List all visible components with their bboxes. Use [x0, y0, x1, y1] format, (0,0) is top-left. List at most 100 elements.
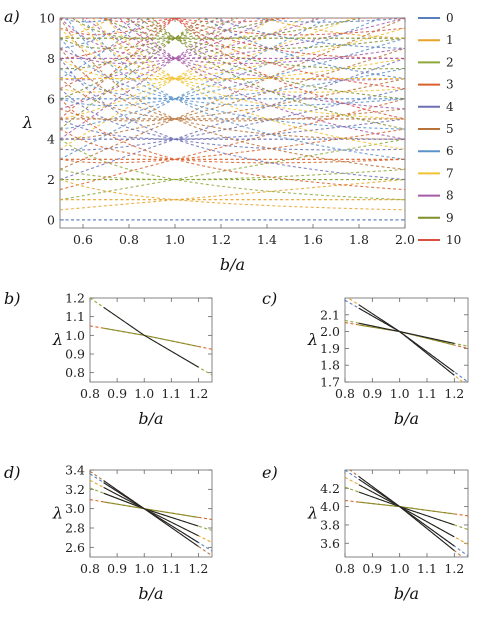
y-axis-label: λ: [307, 504, 318, 523]
series-line: [358, 307, 455, 373]
series-line: [103, 306, 199, 368]
legend-label: 10: [446, 233, 461, 247]
y-tick-label: 2: [47, 172, 55, 187]
legend-label: 5: [446, 122, 454, 136]
eigen-curve: [104, 18, 405, 81]
plot-frame: [344, 297, 469, 383]
x-axis-label: b/a: [138, 409, 163, 428]
eigen-curve: [60, 0, 405, 6]
y-tick-label: 1.0: [65, 328, 85, 343]
y-tick-label: 1.9: [320, 341, 340, 356]
eigen-curve: [60, 18, 151, 80]
series-line: [358, 491, 455, 526]
legend-label: 4: [446, 100, 454, 114]
series-line: [358, 324, 455, 346]
x-axis-label: b/a: [220, 255, 245, 274]
y-tick-label: 2.0: [320, 324, 340, 339]
x-tick-label: 0.8: [119, 232, 139, 247]
eigen-curve: [60, 18, 142, 49]
eigen-curve: [97, 18, 178, 23]
x-tick-label: 1.1: [161, 561, 181, 576]
x-tick-label: 1.2: [188, 561, 208, 576]
eigen-curve: [138, 18, 405, 70]
legend-label: 1: [446, 33, 454, 47]
eigen-curve: [60, 178, 405, 211]
x-tick-label: 0.8: [80, 386, 100, 401]
x-tick-label: 0.9: [107, 386, 127, 401]
series-dashed: [345, 322, 468, 349]
series-group: [90, 298, 212, 376]
eigen-curve: [60, 18, 405, 59]
y-tick-label: 6: [47, 91, 55, 106]
y-axis-label: λ: [307, 330, 318, 349]
y-tick-label: 1.8: [320, 358, 340, 373]
curves: [60, 0, 405, 221]
y-tick-label: 4.2: [320, 481, 340, 496]
legend-label: 2: [446, 55, 454, 69]
x-tick-label: 1.0: [134, 386, 154, 401]
series-dashed: [345, 299, 468, 382]
y-tick-label: 1.2: [65, 291, 85, 306]
y-axis-label: λ: [22, 113, 33, 132]
eigen-curve: [60, 18, 323, 64]
x-tick-label: 0.9: [362, 561, 382, 576]
eigen-curve: [60, 18, 120, 23]
eigen-curve: [60, 67, 405, 100]
x-tick-label: 1.2: [444, 386, 464, 401]
legend-label: 0: [446, 11, 454, 25]
legend-label: 9: [446, 211, 454, 225]
eigen-curve: [60, 0, 405, 6]
x-tick-label: 1.1: [161, 386, 181, 401]
x-axis-label: b/a: [394, 584, 419, 603]
x-tick-label: 0.9: [362, 386, 382, 401]
eigen-curve: [174, 18, 405, 90]
eigen-curve: [60, 18, 250, 110]
y-tick-label: 8: [47, 51, 55, 66]
x-tick-label: 1.8: [349, 232, 369, 247]
y-tick-label: 0: [47, 212, 55, 227]
y-axis-label: λ: [52, 330, 63, 349]
eigen-curve: [60, 58, 405, 181]
chart-b: 0.8 0.9 1.0 1.1 1.2 0.8 0.9 1.0 1.1 1.2 b/a λ: [52, 291, 213, 428]
eigen-curve: [60, 78, 405, 122]
y-tick-label: 4: [47, 132, 55, 147]
y-tick-label: 2.1: [320, 307, 340, 322]
eigen-curve: [145, 18, 405, 100]
series-line: [103, 501, 199, 518]
eigen-curve: [85, 18, 405, 65]
x-tick-label: 0.8: [335, 386, 355, 401]
y-tick-label: 1.1: [65, 309, 85, 324]
panel-label-c: c): [262, 289, 277, 308]
eigen-curve: [60, 18, 330, 160]
panel-label-e: e): [262, 463, 278, 482]
eigen-curve: [92, 18, 405, 120]
legend-label: 7: [446, 166, 454, 180]
eigen-curve: [60, 18, 405, 170]
legend-label: 8: [446, 189, 454, 203]
series-line: [358, 322, 455, 344]
eigen-curve: [60, 168, 405, 181]
x-tick-label: 1.1: [417, 561, 437, 576]
y-tick-label: 10: [39, 11, 55, 26]
eigen-curve: [60, 78, 405, 122]
eigen-curve: [60, 128, 405, 164]
x-tick-label: 0.8: [80, 561, 100, 576]
plot-frame: [89, 469, 213, 558]
eigen-curve: [60, 0, 405, 10]
legend-label: 3: [446, 78, 454, 92]
series-line: [103, 480, 199, 547]
x-tick-label: 0.6: [73, 232, 93, 247]
series-line: [358, 475, 455, 552]
x-tick-label: 1.4: [257, 232, 277, 247]
x-tick-label: 2.0: [395, 232, 415, 247]
eigen-curve: [248, 18, 405, 23]
panel-label-a: a): [4, 7, 20, 26]
x-tick-label: 1.2: [188, 386, 208, 401]
y-tick-label: 3.2: [65, 482, 85, 497]
eigen-curve: [60, 37, 405, 107]
eigen-curve: [60, 18, 277, 81]
chart-d: 0.8 0.9 1.0 1.1 1.2 2.6 2.8 3.0 3.2 3.4 b/a λ: [52, 463, 213, 603]
panel-label-b: b): [4, 289, 20, 308]
eigen-curve: [60, 47, 405, 140]
eigen-curve: [261, 18, 405, 39]
